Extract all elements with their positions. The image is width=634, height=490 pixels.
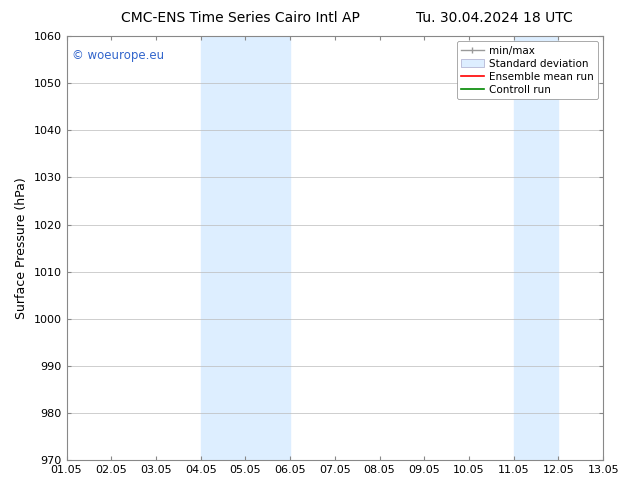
- Text: Tu. 30.04.2024 18 UTC: Tu. 30.04.2024 18 UTC: [416, 11, 573, 25]
- Y-axis label: Surface Pressure (hPa): Surface Pressure (hPa): [15, 177, 28, 319]
- Bar: [514, 36, 559, 460]
- Legend: min/max, Standard deviation, Ensemble mean run, Controll run: min/max, Standard deviation, Ensemble me…: [456, 41, 598, 99]
- Text: © woeurope.eu: © woeurope.eu: [72, 49, 164, 62]
- Text: CMC-ENS Time Series Cairo Intl AP: CMC-ENS Time Series Cairo Intl AP: [122, 11, 360, 25]
- Bar: [201, 36, 290, 460]
